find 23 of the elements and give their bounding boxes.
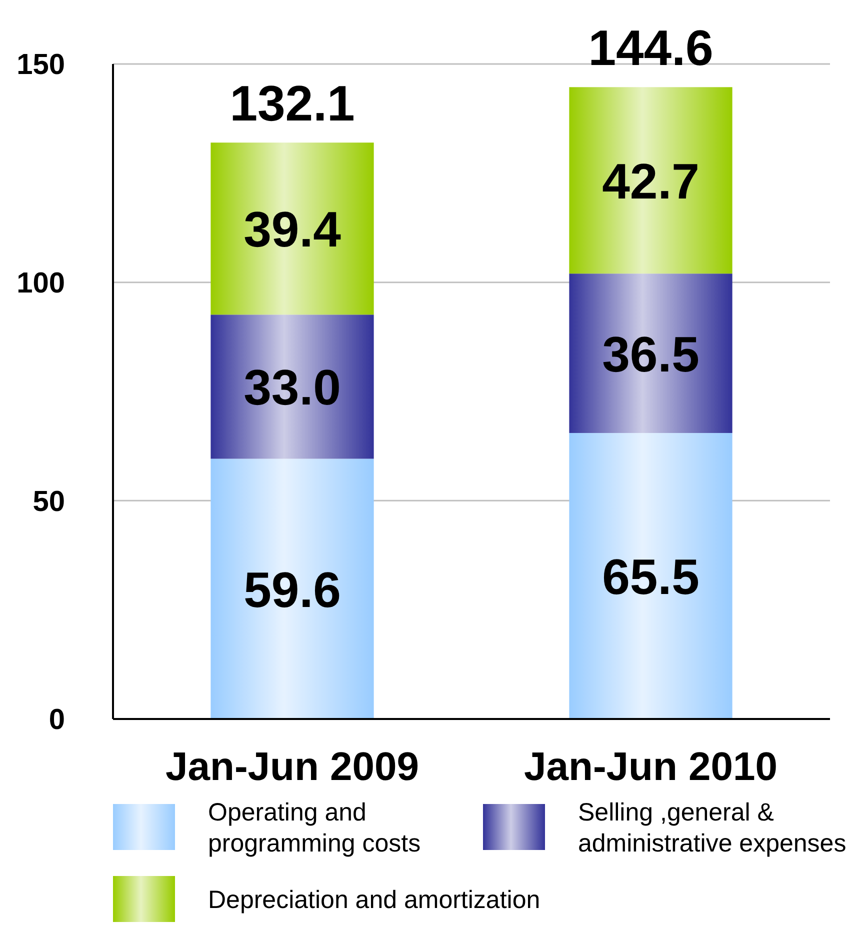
bar	[569, 87, 732, 274]
data-label: 59.6	[244, 562, 341, 618]
total-label: 144.6	[588, 20, 714, 76]
bar	[569, 274, 732, 433]
data-label: 36.5	[602, 326, 700, 382]
legend-label: Selling ,general & administrative expenses	[578, 798, 846, 858]
data-label: 39.4	[244, 202, 342, 258]
data-label: 42.7	[602, 153, 700, 210]
y-tick-label: 150	[16, 49, 65, 82]
bar	[210, 314, 374, 459]
total-label: 132.1	[230, 76, 355, 132]
legend-label: Operating and programming costs	[208, 798, 421, 858]
bar	[210, 142, 374, 315]
data-label: 65.5	[602, 548, 700, 605]
y-tick-label: 100	[16, 267, 65, 300]
x-tick-label: Jan-Jun 2010	[524, 745, 778, 789]
bar	[210, 458, 374, 719]
bar	[569, 432, 732, 719]
x-tick-label: Jan-Jun 2009	[166, 745, 419, 789]
y-tick-label: 0	[48, 704, 65, 736]
y-tick-label: 50	[32, 486, 65, 518]
legend-label: Depreciation and amortization	[208, 886, 540, 914]
data-label: 33.0	[244, 360, 341, 416]
